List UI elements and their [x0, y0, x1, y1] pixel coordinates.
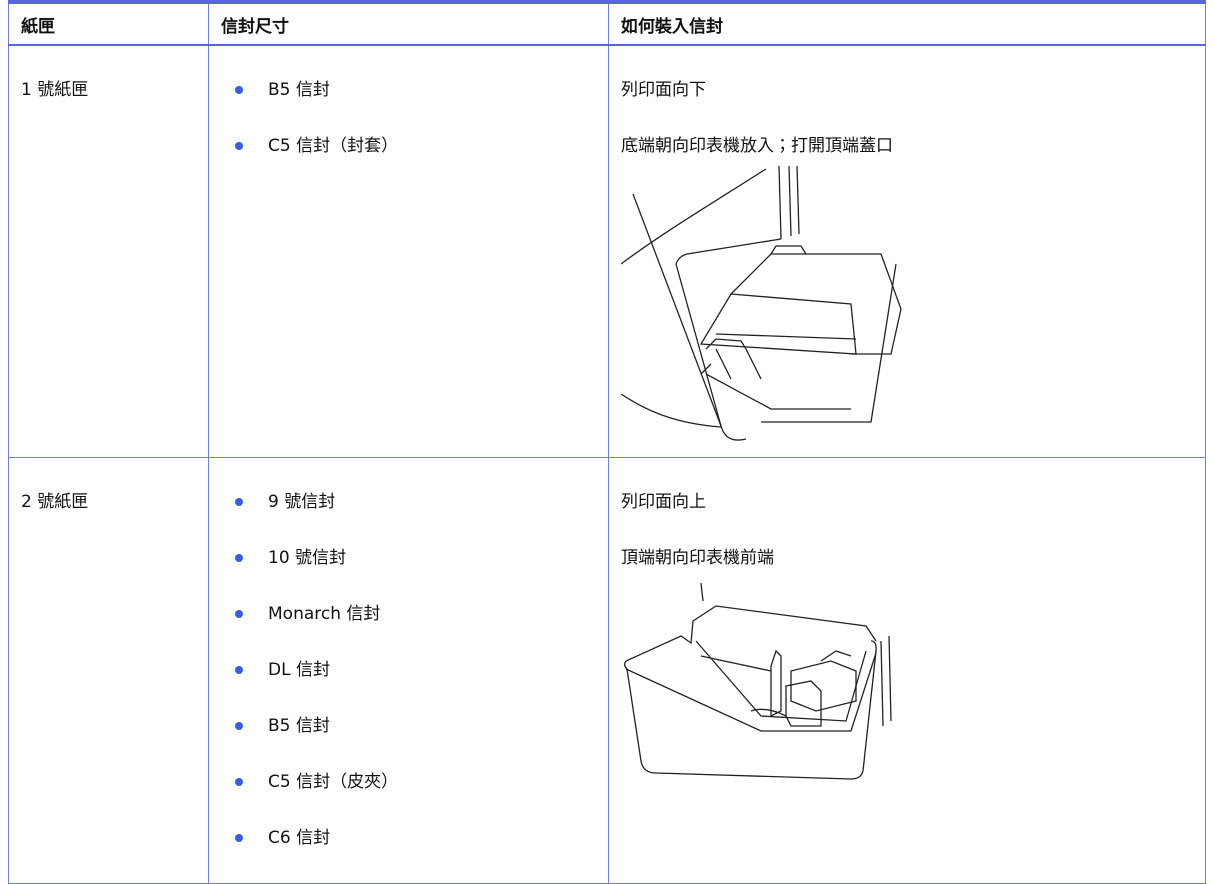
tray1-illustration — [621, 165, 902, 441]
size-item: C5 信封（封套） — [221, 135, 596, 191]
size-item: Monarch 信封 — [221, 603, 596, 659]
cell: 2 號紙匣 — [8, 457, 209, 884]
instruction: 列印面向下 — [621, 80, 706, 100]
row: 2 號紙匣 9 號信封 10 號信封 Monarch 信封 DL 信封 B5 信封 C5 … — [8, 457, 1206, 884]
tray-name: 2 號紙匣 — [21, 492, 89, 512]
tray-name: 1 號紙匣 — [21, 80, 89, 100]
tray2-illustration — [624, 582, 892, 780]
size-item: C6 信封 — [221, 827, 596, 883]
header-cell: 信封尺寸 — [208, 1, 609, 46]
header-cell: 如何裝入信封 — [608, 1, 1206, 46]
envelope-table: 紙匣 信封尺寸 如何裝入信封 1 號紙匣 B5 信封 C5 信封（封套） 列印面向… — [8, 0, 1206, 884]
cell: 列印面向上 頂端朝向印表機前端 — [608, 457, 1206, 884]
cell: 列印面向下 底端朝向印表機放入；打開頂端蓋口 — [608, 44, 1206, 458]
size-item: B5 信封 — [221, 79, 596, 135]
size-item: 9 號信封 — [221, 491, 596, 547]
header-cell: 紙匣 — [8, 1, 209, 46]
size-item: 10 號信封 — [221, 547, 596, 603]
instruction: 列印面向上 — [621, 492, 706, 512]
cell: 9 號信封 10 號信封 Monarch 信封 DL 信封 B5 信封 C5 信封（皮夾）… — [208, 457, 609, 884]
size-item: B5 信封 — [221, 715, 596, 771]
cell: 1 號紙匣 — [8, 44, 209, 458]
instruction: 底端朝向印表機放入；打開頂端蓋口 — [621, 136, 893, 156]
header-row: 紙匣 信封尺寸 如何裝入信封 — [8, 1, 1206, 46]
size-item: C5 信封（皮夾） — [221, 771, 596, 827]
cell: B5 信封 C5 信封（封套） — [208, 44, 609, 458]
size-item: DL 信封 — [221, 659, 596, 715]
size-list: B5 信封 C5 信封（封套） — [221, 46, 596, 191]
instruction: 頂端朝向印表機前端 — [621, 548, 774, 568]
size-list: 9 號信封 10 號信封 Monarch 信封 DL 信封 B5 信封 C5 信封（皮夾）… — [221, 458, 596, 883]
row: 1 號紙匣 B5 信封 C5 信封（封套） 列印面向下 底端朝向印表機放入；打開頂… — [8, 44, 1206, 458]
